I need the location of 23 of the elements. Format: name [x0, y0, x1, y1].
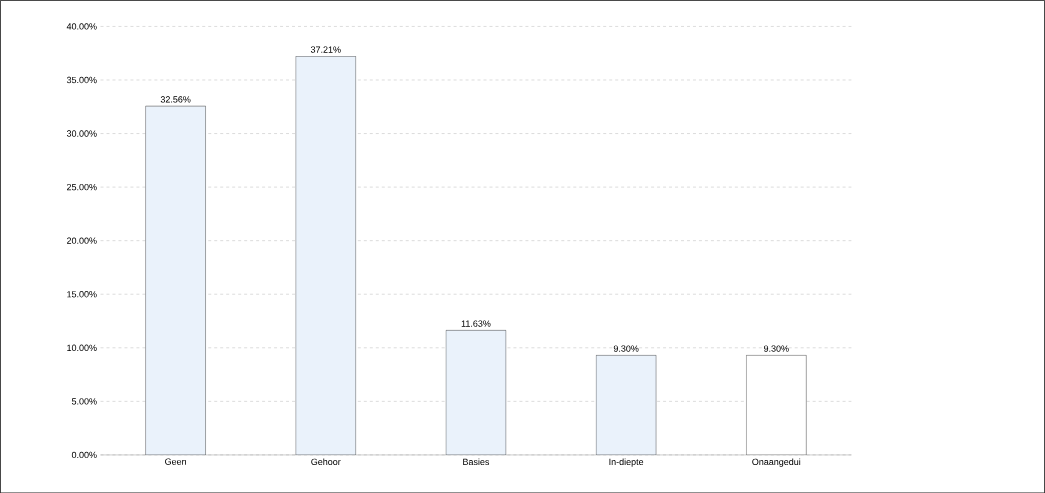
bar: [595, 354, 657, 455]
y-tick-label: 35.00%: [66, 76, 97, 83]
y-tick-label: 30.00%: [66, 130, 97, 137]
data-label: 37.21%: [310, 46, 341, 53]
y-tick-label: 40.00%: [66, 23, 97, 30]
y-tick-label: 5.00%: [71, 398, 97, 405]
y-tick-label: 25.00%: [67, 183, 97, 191]
x-tick-label: Onaangedui: [752, 458, 801, 467]
x-tick-label: Basies: [463, 458, 490, 465]
data-label: 11.63%: [461, 320, 491, 327]
bar: [746, 354, 807, 455]
y-tick-label: 10.00%: [67, 344, 97, 351]
data-label: 32.56%: [160, 96, 191, 103]
y-tick-label: 0.00%: [71, 451, 97, 458]
data-label: 9.30%: [613, 345, 639, 352]
x-tick-label: Gehoor: [311, 458, 341, 465]
y-tick-label: 15.00%: [67, 290, 97, 298]
bar: [445, 329, 507, 455]
x-tick-label: In-diepte: [609, 458, 644, 467]
bar: [295, 55, 357, 455]
data-label: 9.30%: [763, 345, 789, 352]
y-tick-label: 20.00%: [67, 237, 97, 244]
x-tick-label: Geen: [165, 458, 186, 465]
